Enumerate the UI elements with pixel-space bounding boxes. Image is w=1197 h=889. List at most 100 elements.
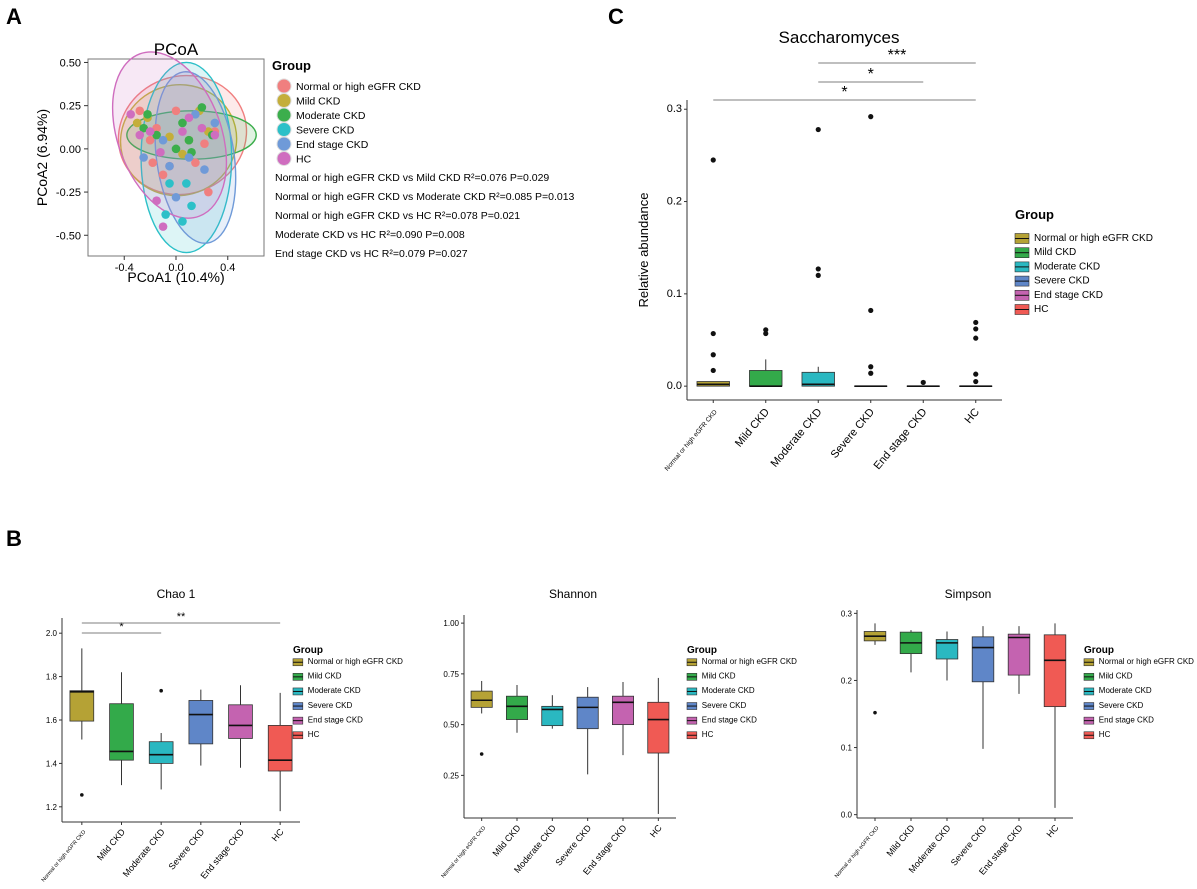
scatter-point <box>126 109 136 119</box>
outlier-point <box>868 370 874 376</box>
x-tick-label: Mild CKD <box>884 822 916 858</box>
outlier-point <box>710 330 716 337</box>
box <box>1043 634 1067 708</box>
legend-label: End stage CKD <box>308 715 363 724</box>
y-tick-label: 0.3 <box>667 103 682 115</box>
outlier-point <box>479 752 484 756</box>
y-tick-label: 1.6 <box>46 716 58 725</box>
box <box>801 371 835 387</box>
x-axis-label: PCoA1 (10.4%) <box>127 269 224 285</box>
scatter-point <box>171 106 181 116</box>
panel-label-c: C <box>608 4 624 29</box>
x-tick-label: HC <box>648 822 664 839</box>
legend-label: End stage CKD <box>702 715 757 724</box>
legend-label: Moderate CKD <box>296 110 366 122</box>
box <box>109 703 134 761</box>
scatter-point <box>143 109 152 119</box>
x-tick-label: Severe CKD <box>829 406 878 461</box>
box <box>267 725 293 772</box>
outlier-point <box>973 371 979 377</box>
y-tick-label: 0.50 <box>443 721 459 730</box>
legend-label: End stage CKD <box>296 139 369 151</box>
legend-label: Moderate CKD <box>1099 686 1152 695</box>
x-tick-label: Moderate CKD <box>121 826 167 878</box>
legend-label: Moderate CKD <box>1034 261 1100 272</box>
scatter-point <box>184 113 194 123</box>
x-tick-label: Mild CKD <box>733 406 772 449</box>
scatter-point <box>161 210 170 219</box>
scatter-point <box>165 132 174 142</box>
y-axis-label: PCoA2 (6.94%) <box>34 109 50 206</box>
chart-title: Saccharomyces <box>779 28 900 47</box>
box <box>612 695 635 726</box>
outlier-point <box>815 126 821 133</box>
legend-label: HC <box>702 730 714 739</box>
legend-label: HC <box>308 730 320 739</box>
x-tick-label: 0.4 <box>220 262 235 274</box>
outlier-point <box>868 114 874 120</box>
scatter-point <box>148 158 158 167</box>
legend-label: Mild CKD <box>1034 247 1076 258</box>
legend-label: Mild CKD <box>308 672 342 681</box>
scatter-point <box>178 127 187 136</box>
pcoa-chart: -0.4 0.0 0.4 0.50 0.25 0.00 -0.25 -0.50 PCoA PCoA… <box>34 40 575 285</box>
box <box>647 701 670 754</box>
box <box>749 370 783 387</box>
legend-title: Group <box>272 58 311 73</box>
significance-label: * <box>119 621 124 633</box>
outlier-point <box>868 364 874 370</box>
chart-title: PCoA <box>154 40 199 59</box>
scatter-point <box>139 123 148 133</box>
y-tick-label: 0.2 <box>841 676 853 685</box>
box <box>148 741 174 764</box>
y-tick-label: 0.1 <box>841 744 853 753</box>
legend-label: Severe CKD <box>1034 276 1090 287</box>
scatter-point <box>152 130 161 140</box>
box <box>69 690 95 722</box>
outlier-point <box>763 327 769 333</box>
legend-swatch <box>276 136 292 152</box>
outlier-point <box>815 272 821 278</box>
legend-swatch <box>276 122 292 137</box>
x-tick-label: Normal or high eGFR CKD <box>41 829 88 883</box>
x-tick-label: End stage CKD <box>198 826 246 880</box>
legend-label: Severe CKD <box>702 701 747 710</box>
y-tick-label: -0.25 <box>56 187 81 199</box>
y-tick-label: 0.50 <box>60 57 81 69</box>
scatter-point <box>187 201 196 211</box>
legend-label: Moderate CKD <box>702 686 755 695</box>
scatter-point <box>182 179 191 188</box>
legend-label: Normal or high eGFR CKD <box>1099 657 1194 666</box>
legend-swatch <box>276 107 292 123</box>
x-tick-label: Normal or high eGFR CKD <box>664 409 719 473</box>
legend-label: HC <box>1034 304 1048 315</box>
significance-label: *** <box>888 47 907 64</box>
panel-label-b: B <box>6 526 22 551</box>
panel-label-a: A <box>6 4 22 29</box>
legend-label: Severe CKD <box>296 125 355 137</box>
outlier-point <box>920 379 926 386</box>
box <box>188 700 214 745</box>
x-tick-label: Moderate CKD <box>769 406 825 469</box>
legend-label: Normal or high eGFR CKD <box>1034 233 1153 244</box>
y-tick-label: -0.50 <box>56 230 81 242</box>
y-tick-label: 1.2 <box>46 803 58 812</box>
x-tick-label: Severe CKD <box>949 822 989 867</box>
box <box>971 636 995 683</box>
significance-label: * <box>841 84 847 101</box>
outlier-point <box>973 378 979 385</box>
scatter-point <box>158 222 168 231</box>
chart-title: Shannon <box>549 587 597 601</box>
legend-label: HC <box>1099 730 1111 739</box>
significance-label: * <box>868 66 874 83</box>
y-tick-label: 2.0 <box>46 629 58 638</box>
stat-annotation: End stage CKD vs HC R²=0.079 P=0.027 <box>275 248 468 260</box>
x-tick-label: -0.4 <box>115 262 134 274</box>
box <box>505 695 528 720</box>
legend-label: HC <box>296 154 312 166</box>
scatter-point <box>135 106 145 116</box>
legend-label: Severe CKD <box>308 701 353 710</box>
scatter-point <box>197 123 207 133</box>
stat-annotation: Normal or high eGFR CKD vs Moderate CKD … <box>275 191 575 203</box>
